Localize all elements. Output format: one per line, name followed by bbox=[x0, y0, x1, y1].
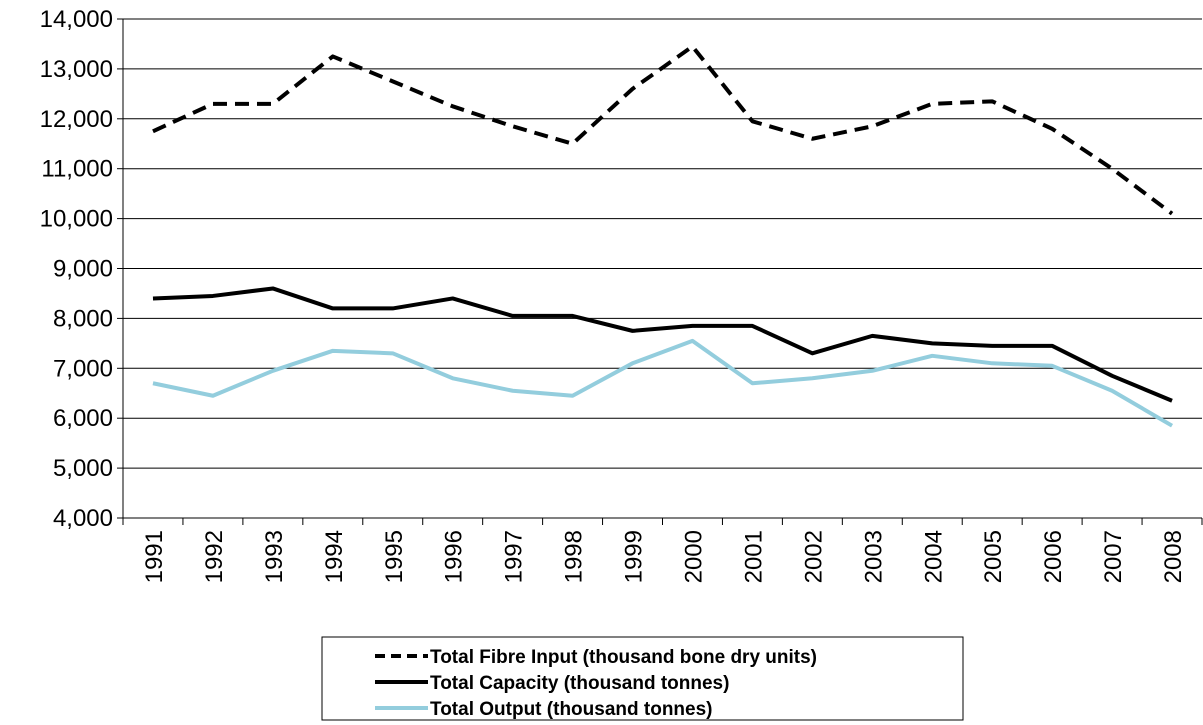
x-tick-label: 1994 bbox=[321, 530, 348, 583]
series-line bbox=[152, 286, 1173, 403]
x-tick-label: 1992 bbox=[201, 530, 228, 583]
legend-label: Total Capacity (thousand tonnes) bbox=[430, 673, 729, 694]
y-tick-label: 14,000 bbox=[40, 6, 113, 33]
x-tick-label: 2005 bbox=[980, 530, 1007, 583]
y-tick-label: 11,000 bbox=[41, 156, 113, 183]
x-tick-label: 1993 bbox=[261, 530, 288, 583]
y-tick-label: 12,000 bbox=[40, 106, 113, 133]
y-tick-label: 7,000 bbox=[53, 355, 113, 382]
x-tick-label: 1995 bbox=[381, 530, 408, 583]
series-line bbox=[152, 44, 1174, 216]
x-tick-label: 1997 bbox=[501, 530, 528, 583]
y-tick-label: 5,000 bbox=[53, 455, 113, 482]
y-tick-label: 6,000 bbox=[53, 405, 113, 432]
x-tick-label: 2003 bbox=[860, 530, 887, 583]
x-tick-label: 2006 bbox=[1040, 530, 1067, 583]
y-tick-label: 13,000 bbox=[40, 56, 113, 83]
y-tick-label: 4,000 bbox=[53, 505, 113, 532]
legend-box bbox=[321, 636, 964, 721]
x-tick-label: 1991 bbox=[141, 530, 168, 583]
x-tick-label: 2008 bbox=[1160, 530, 1187, 583]
y-tick-label: 9,000 bbox=[53, 256, 113, 283]
x-tick-label: 2000 bbox=[680, 530, 707, 583]
legend-label: Total Output (thousand tonnes) bbox=[430, 699, 713, 720]
x-tick-label: 1999 bbox=[621, 530, 648, 583]
y-tick-label: 8,000 bbox=[53, 305, 113, 332]
x-tick-label: 2007 bbox=[1100, 530, 1127, 583]
series-line bbox=[152, 338, 1174, 428]
legend-label: Total Fibre Input (thousand bone dry uni… bbox=[430, 647, 817, 668]
y-tick-label: 10,000 bbox=[40, 206, 113, 233]
x-tick-label: 2004 bbox=[920, 530, 947, 583]
x-tick-label: 2001 bbox=[740, 530, 767, 583]
x-tick-label: 1998 bbox=[561, 530, 588, 583]
x-tick-label: 1996 bbox=[441, 530, 468, 583]
x-tick-label: 2002 bbox=[800, 530, 827, 583]
